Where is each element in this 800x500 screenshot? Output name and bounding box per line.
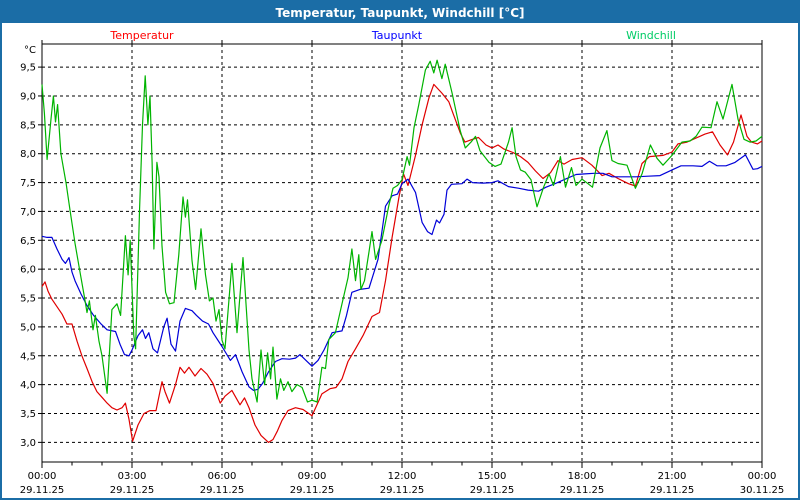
series-line-temperatur — [41, 83, 763, 443]
y-tick-label: 9,5 — [20, 63, 36, 74]
x-tick-date-label: 29.11.25 — [650, 485, 695, 496]
series-line-windchill — [41, 59, 763, 403]
y-tick-label: 7,0 — [20, 207, 36, 218]
y-tick-label: 4,0 — [20, 380, 36, 391]
y-tick-label: 4,5 — [20, 351, 36, 362]
x-tick-time-label: 03:00 — [118, 471, 147, 482]
x-tick-time-label: 18:00 — [568, 471, 597, 482]
y-tick-label: 8,5 — [20, 120, 36, 131]
x-tick-time-label: 09:00 — [298, 471, 327, 482]
x-tick-date-label: 30.11.25 — [740, 485, 785, 496]
x-tick-date-label: 29.11.25 — [560, 485, 605, 496]
window-title: Temperatur, Taupunkt, Windchill [°C] — [275, 5, 525, 20]
y-tick-label: 6,0 — [20, 265, 36, 276]
legend-item-temperatur: Temperatur — [110, 29, 174, 42]
y-tick-label: 8,0 — [20, 149, 36, 160]
x-tick-time-label: 21:00 — [658, 471, 687, 482]
y-tick-label: 3,0 — [20, 438, 36, 449]
window-title-bar: Temperatur, Taupunkt, Windchill [°C] — [2, 2, 798, 23]
legend-item-taupunkt: Taupunkt — [371, 29, 423, 42]
chart-legend: Temperatur Taupunkt Windchill — [2, 23, 798, 43]
y-tick-label: 5,0 — [20, 322, 36, 333]
y-tick-label: 5,5 — [20, 294, 36, 305]
y-tick-label: 6,5 — [20, 236, 36, 247]
y-tick-label: 9,0 — [20, 91, 36, 102]
series-line-taupunkt — [41, 154, 763, 391]
x-tick-time-label: 15:00 — [478, 471, 507, 482]
x-tick-date-label: 29.11.25 — [110, 485, 155, 496]
x-tick-time-label: 00:00 — [748, 471, 777, 482]
x-tick-date-label: 29.11.25 — [20, 485, 65, 496]
y-axis-unit-label: °C — [24, 45, 36, 56]
x-tick-date-label: 29.11.25 — [200, 485, 245, 496]
x-tick-date-label: 29.11.25 — [470, 485, 515, 496]
y-tick-label: 7,5 — [20, 178, 36, 189]
x-tick-time-label: 12:00 — [388, 471, 417, 482]
y-tick-label: 3,5 — [20, 409, 36, 420]
x-tick-time-label: 00:00 — [28, 471, 57, 482]
x-tick-date-label: 29.11.25 — [380, 485, 425, 496]
x-tick-time-label: 06:00 — [208, 471, 237, 482]
legend-item-windchill: Windchill — [626, 29, 676, 42]
x-tick-date-label: 29.11.25 — [290, 485, 335, 496]
